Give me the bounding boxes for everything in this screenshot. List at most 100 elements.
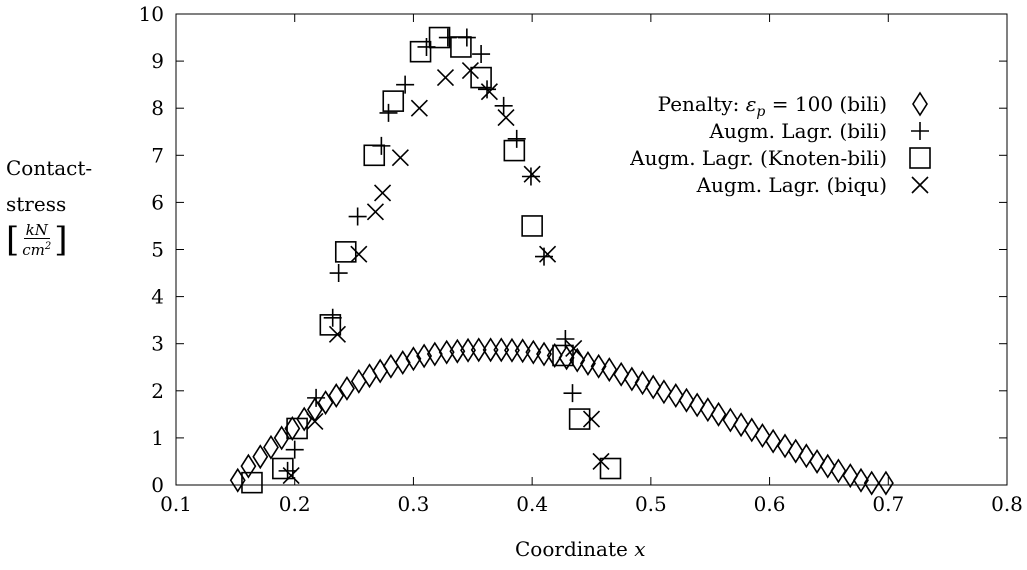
y-tick-label: 4 <box>151 285 164 309</box>
y-tick-label: 7 <box>151 143 164 167</box>
data-point-cross <box>391 149 409 167</box>
y-axis-unit-denominator: cm <box>22 241 45 259</box>
y-axis-label-line2: stress <box>6 192 67 216</box>
data-point-diamond <box>743 417 760 443</box>
legend: Penalty: εp = 100 (bili)Augm. Lagr. (bil… <box>629 91 931 197</box>
data-point-plus <box>379 103 398 122</box>
data-point-diamond <box>655 379 672 405</box>
y-tick-label: 2 <box>151 379 164 403</box>
x-tick-label: 0.5 <box>635 492 667 516</box>
data-point-diamond <box>252 444 269 470</box>
data-point-diamond <box>754 423 771 449</box>
data-point-square <box>568 408 591 430</box>
series-cross <box>282 61 610 485</box>
data-point-cross <box>373 184 392 202</box>
data-point-diamond <box>777 433 793 459</box>
series-diamond <box>229 337 894 496</box>
data-point-diamond <box>525 339 542 365</box>
axes: 0.1 0.2 0.3 0.4 0.5 0.6 0.7 0.8 0 1 2 3 4 5 6 7 8 9 10 <box>139 2 1023 516</box>
data-point-plus <box>323 308 342 327</box>
legend-label: Augm. Lagr. (Knoten-bili) <box>629 146 887 170</box>
data-point-diamond <box>601 357 618 383</box>
data-point-square <box>319 314 342 336</box>
data-point-cross <box>497 109 515 127</box>
data-point-diamond <box>394 350 411 376</box>
data-point-diamond <box>240 453 257 479</box>
x-tick-label: 0.3 <box>398 492 430 516</box>
legend-marker-square <box>909 147 931 169</box>
x-tick-label: 0.2 <box>279 492 311 516</box>
data-point-square <box>409 40 432 63</box>
data-point-square <box>552 344 574 367</box>
data-point-cross <box>436 69 455 87</box>
data-point-diamond <box>787 438 804 464</box>
data-point-square <box>521 215 543 237</box>
data-point-cross <box>461 61 479 80</box>
y-axis-label-line1: Contact- <box>6 156 93 180</box>
series-plus <box>278 28 582 480</box>
data-point-diamond <box>426 341 443 367</box>
legend-label: Augm. Lagr. (biqu) <box>696 173 887 197</box>
data-point-cross <box>480 83 498 101</box>
data-point-diamond <box>667 383 684 409</box>
data-point-diamond <box>482 337 499 363</box>
y-axis-unit-exponent: 2 <box>44 241 52 252</box>
data-point-diamond <box>830 458 847 484</box>
data-point-diamond <box>613 361 630 387</box>
data-point-cross <box>539 245 557 263</box>
y-tick-label: 9 <box>151 49 164 73</box>
data-point-square <box>382 90 405 112</box>
data-point-square <box>334 241 357 263</box>
data-point-plus <box>507 129 526 148</box>
y-tick-label: 1 <box>151 426 164 450</box>
data-point-diamond <box>504 337 520 363</box>
data-point-diamond <box>590 353 607 379</box>
data-point-square <box>503 139 526 162</box>
data-point-diamond <box>623 366 640 392</box>
x-tick-label: 0.7 <box>872 492 904 516</box>
data-point-cross <box>582 410 601 428</box>
data-point-plus <box>494 96 513 115</box>
x-tick-label: 0.1 <box>160 492 192 516</box>
data-point-plus <box>348 207 367 226</box>
data-point-diamond <box>798 443 815 469</box>
data-point-plus <box>472 45 491 64</box>
y-axis-unit: [ kN cm2 ] <box>6 220 68 260</box>
data-point-square <box>363 144 386 167</box>
data-point-square <box>599 457 622 480</box>
data-point-cross <box>350 245 368 263</box>
data-point-plus <box>329 264 348 283</box>
data-point-diamond <box>710 401 727 427</box>
x-axis-label-text: Coordinate <box>515 537 628 561</box>
data-point-square <box>428 26 451 49</box>
data-point-diamond <box>328 383 345 409</box>
data-point-diamond <box>493 337 510 363</box>
data-point-cross <box>306 412 324 430</box>
data-point-diamond <box>819 453 836 479</box>
y-tick-label: 0 <box>151 473 164 497</box>
data-point-diamond <box>877 470 894 496</box>
x-tick-label: 0.6 <box>754 492 786 516</box>
y-tick-label: 5 <box>151 238 164 262</box>
legend-label: Penalty: εp = 100 (bili) <box>658 92 887 120</box>
data-point-diamond <box>339 375 355 401</box>
y-tick-label: 10 <box>139 2 164 26</box>
data-point-square <box>272 457 294 480</box>
data-point-diamond <box>536 341 552 367</box>
data-point-diamond <box>722 407 739 433</box>
data-point-cross <box>282 467 300 485</box>
data-point-plus <box>307 388 326 407</box>
data-point-diamond <box>765 428 782 454</box>
data-point-diamond <box>263 434 279 460</box>
data-point-square <box>470 66 492 89</box>
x-axis-label: Coordinate x <box>515 537 645 561</box>
data-point-diamond <box>317 390 334 416</box>
data-point-diamond <box>634 370 651 396</box>
data-point-cross <box>366 203 385 221</box>
y-axis-label: Contact- stress [ kN cm2 ] <box>6 150 126 262</box>
data-point-diamond <box>699 397 716 423</box>
x-tick-label: 0.8 <box>991 492 1023 516</box>
data-point-square <box>241 471 263 494</box>
data-point-diamond <box>733 412 750 438</box>
data-point-diamond <box>470 337 487 363</box>
